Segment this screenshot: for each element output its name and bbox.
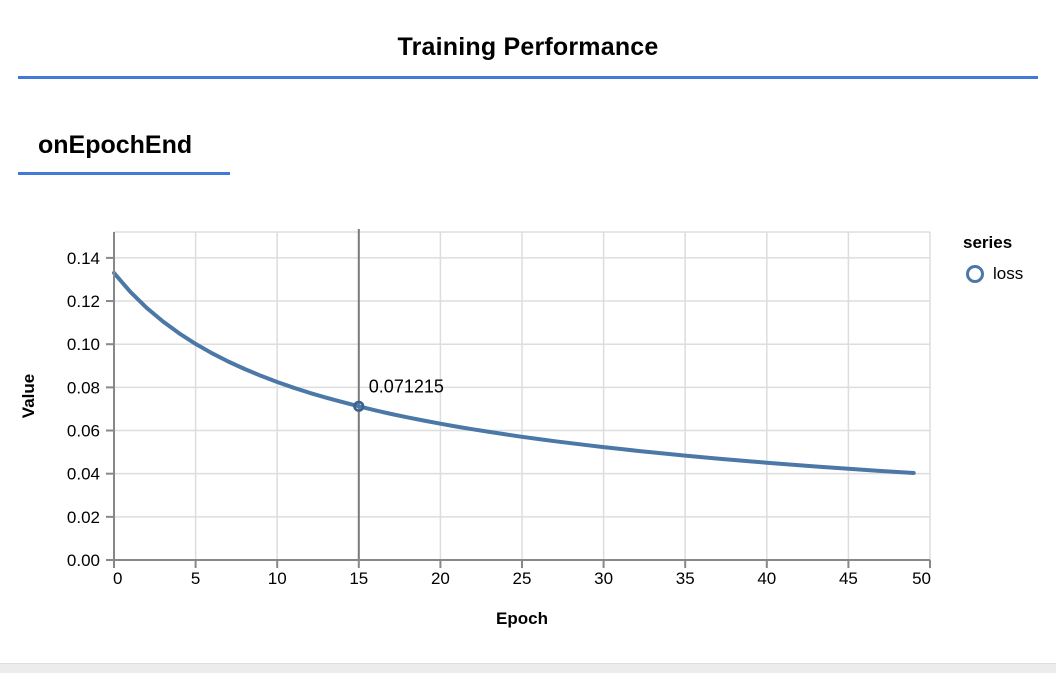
- x-tick-label: 20: [431, 569, 450, 588]
- x-tick-label: 40: [757, 569, 776, 588]
- y-tick-label: 0.02: [67, 508, 100, 527]
- y-tick-label: 0.10: [67, 335, 100, 354]
- x-tick-label: 0: [113, 569, 122, 588]
- x-tick-label: 30: [594, 569, 613, 588]
- x-axis-title: Epoch: [496, 609, 548, 628]
- page-title: Training Performance: [397, 33, 659, 61]
- section-heading: onEpochEnd: [38, 131, 193, 159]
- header-rule: [18, 76, 1038, 79]
- x-tick-label: 45: [839, 569, 858, 588]
- plot-area[interactable]: [114, 232, 930, 560]
- legend-item-label: loss: [993, 264, 1024, 283]
- chart-legend: series loss: [963, 233, 1023, 284]
- next-surface-edge: [0, 663, 1056, 673]
- y-axis-title: Value: [19, 374, 38, 418]
- loss-series-marker-icon: [966, 265, 984, 283]
- y-tick-label: 0.14: [67, 249, 100, 268]
- y-tick-label: 0.08: [67, 378, 100, 397]
- x-tick-label: 35: [676, 569, 695, 588]
- section-rule: [18, 172, 230, 175]
- x-tick-label: 50: [912, 569, 931, 588]
- y-tick-label: 0.06: [67, 422, 100, 441]
- legend-title: series: [963, 233, 1013, 252]
- x-tick-label: 25: [513, 569, 532, 588]
- y-tick-label: 0.04: [67, 465, 100, 484]
- x-tick-label: 10: [268, 569, 287, 588]
- legend-item-loss: loss: [966, 264, 1023, 284]
- y-tick-label: 0.12: [67, 292, 100, 311]
- x-tick-label: 5: [191, 569, 200, 588]
- x-tick-label: 15: [349, 569, 368, 588]
- y-tick-label: 0.00: [67, 551, 100, 570]
